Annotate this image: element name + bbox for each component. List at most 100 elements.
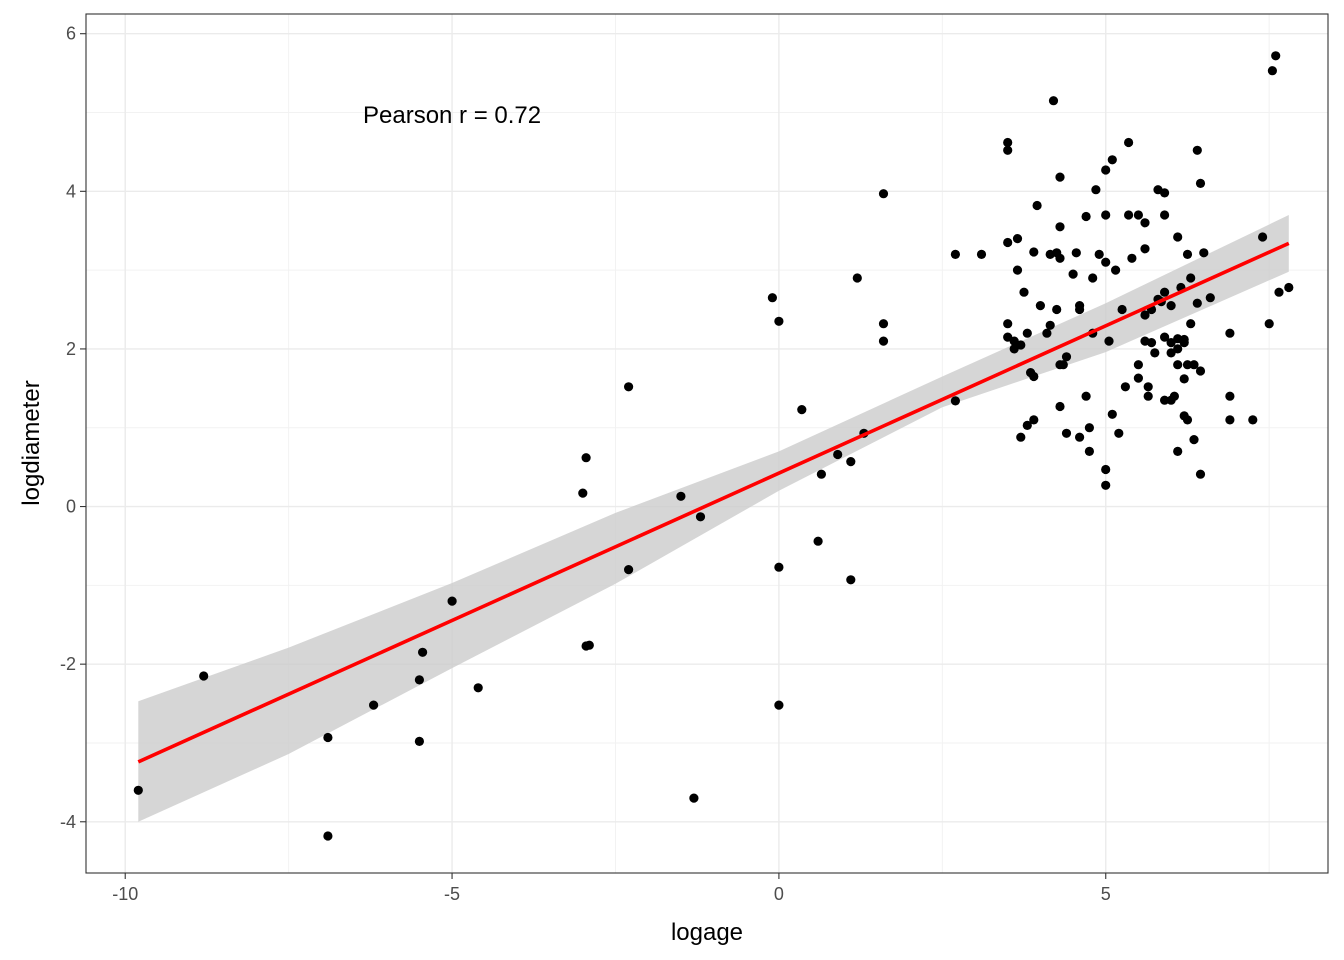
data-point bbox=[1179, 374, 1189, 384]
data-point bbox=[581, 453, 591, 463]
data-point bbox=[1088, 273, 1098, 283]
data-point bbox=[1160, 332, 1170, 342]
data-point bbox=[846, 457, 856, 467]
data-point bbox=[1160, 210, 1170, 220]
data-point bbox=[1075, 301, 1085, 311]
x-tick-label: -10 bbox=[112, 884, 138, 904]
data-point bbox=[878, 189, 889, 199]
data-point bbox=[199, 671, 209, 681]
data-point bbox=[1271, 51, 1281, 61]
data-point bbox=[418, 647, 428, 657]
data-point bbox=[1061, 352, 1072, 362]
y-tick-label: -2 bbox=[60, 654, 76, 674]
data-point bbox=[1101, 464, 1111, 475]
data-point bbox=[1101, 210, 1111, 220]
data-point bbox=[1182, 415, 1193, 425]
data-point bbox=[624, 382, 634, 392]
data-point bbox=[1012, 234, 1023, 244]
data-point bbox=[1029, 247, 1039, 257]
data-point bbox=[1166, 301, 1176, 311]
data-point bbox=[1042, 328, 1052, 338]
data-point bbox=[1003, 137, 1013, 148]
x-tick-label: 5 bbox=[1101, 884, 1111, 904]
data-point bbox=[1029, 371, 1039, 382]
data-point bbox=[578, 488, 588, 498]
y-tick-label: 0 bbox=[66, 497, 76, 517]
data-point bbox=[133, 785, 143, 795]
data-point bbox=[1195, 178, 1206, 188]
data-point bbox=[1225, 415, 1235, 425]
data-point bbox=[1016, 432, 1026, 442]
data-point bbox=[1166, 348, 1176, 358]
data-point bbox=[1205, 293, 1215, 303]
data-point bbox=[1048, 96, 1059, 106]
data-point bbox=[816, 469, 827, 479]
data-point bbox=[1032, 200, 1042, 211]
data-point bbox=[1258, 232, 1268, 242]
data-point bbox=[1127, 253, 1137, 263]
data-point bbox=[1120, 382, 1130, 392]
data-point bbox=[878, 336, 889, 346]
x-tick-label: 0 bbox=[774, 884, 784, 904]
data-point bbox=[1143, 391, 1153, 401]
data-point bbox=[846, 575, 856, 585]
data-point bbox=[1035, 301, 1045, 311]
fit-line-layer bbox=[137, 241, 1290, 764]
y-tick-label: 4 bbox=[66, 181, 76, 201]
data-point bbox=[1140, 244, 1150, 254]
data-point bbox=[1186, 319, 1196, 329]
data-point bbox=[1133, 210, 1143, 220]
data-point bbox=[1084, 446, 1094, 456]
data-point bbox=[852, 273, 862, 283]
y-axis-ticks: -4 -2 0 2 4 6 bbox=[60, 24, 86, 832]
data-point bbox=[1081, 391, 1091, 401]
regression-line bbox=[137, 241, 1290, 764]
data-point bbox=[1022, 328, 1032, 338]
data-point bbox=[1173, 446, 1183, 456]
data-point bbox=[1173, 232, 1183, 242]
data-point bbox=[774, 700, 784, 710]
data-point bbox=[695, 512, 706, 522]
data-point bbox=[1084, 423, 1094, 433]
y-tick-label: -4 bbox=[60, 812, 76, 832]
data-point bbox=[1058, 360, 1068, 370]
y-axis-title: logdiameter bbox=[18, 380, 45, 505]
confidence-band-layer bbox=[138, 215, 1289, 822]
data-point bbox=[1173, 344, 1183, 354]
data-point bbox=[1101, 257, 1111, 267]
plot-panel-border bbox=[85, 13, 1329, 874]
data-point bbox=[1192, 145, 1202, 155]
data-point bbox=[1143, 382, 1153, 392]
data-point bbox=[447, 596, 457, 606]
data-point bbox=[767, 293, 778, 303]
pearson-annotation: Pearson r = 0.72 bbox=[363, 102, 541, 129]
data-point bbox=[1225, 328, 1235, 338]
data-point bbox=[1061, 428, 1072, 438]
data-point bbox=[1071, 248, 1081, 258]
data-point bbox=[950, 396, 961, 406]
data-point bbox=[1182, 360, 1193, 370]
data-point bbox=[1124, 210, 1134, 220]
data-point bbox=[774, 562, 784, 572]
data-point bbox=[1107, 155, 1117, 165]
data-point bbox=[1140, 310, 1150, 320]
data-point bbox=[1199, 248, 1209, 258]
data-point bbox=[1104, 336, 1114, 346]
data-point bbox=[1111, 265, 1121, 275]
data-point bbox=[1003, 237, 1013, 248]
data-point bbox=[1124, 137, 1134, 148]
data-points bbox=[133, 51, 1294, 841]
data-point bbox=[1284, 282, 1294, 293]
data-point bbox=[1094, 249, 1104, 259]
data-point bbox=[323, 831, 333, 841]
data-point bbox=[878, 319, 889, 329]
data-point bbox=[950, 249, 961, 259]
data-point bbox=[414, 675, 424, 685]
data-point bbox=[1160, 287, 1170, 297]
data-point bbox=[1146, 338, 1157, 348]
data-point bbox=[1182, 249, 1193, 259]
data-point bbox=[813, 536, 823, 546]
data-point bbox=[1189, 360, 1199, 370]
data-point bbox=[1173, 360, 1183, 370]
data-point bbox=[1055, 222, 1065, 232]
